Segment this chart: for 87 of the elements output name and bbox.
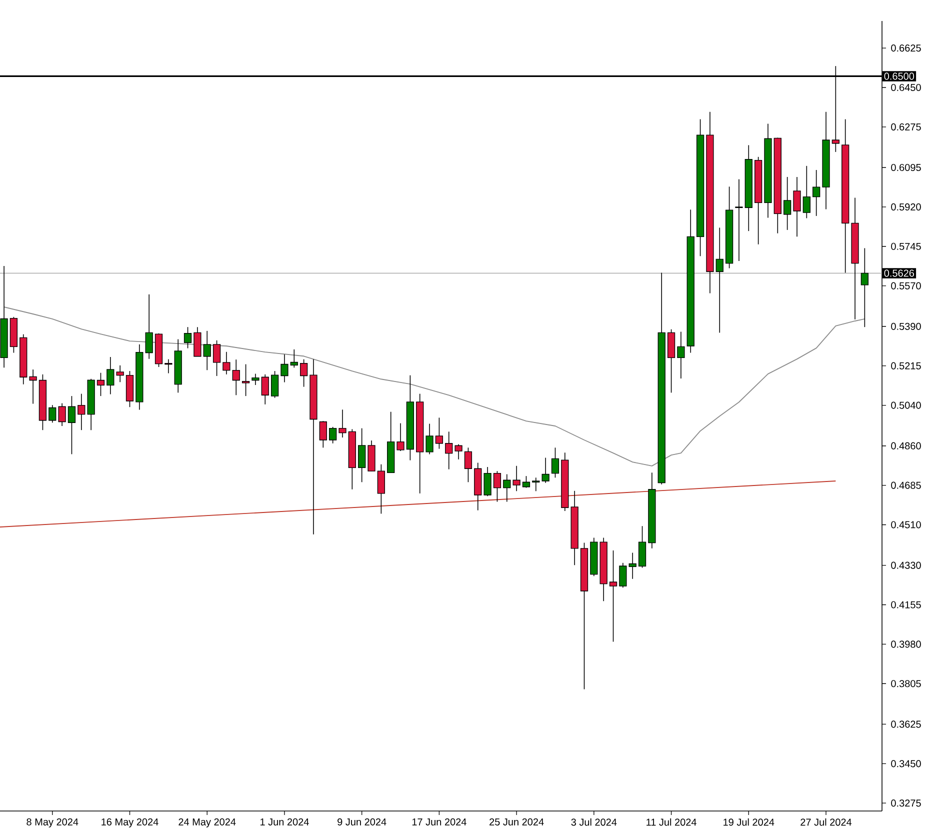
x-tick-label: 8 May 2024 — [26, 818, 78, 828]
candlestick — [164, 358, 172, 374]
candlestick — [426, 423, 434, 455]
y-tick-label: 0.5215 — [891, 362, 921, 370]
y-tick-label: 0.3980 — [891, 640, 921, 648]
x-tick-label: 16 May 2024 — [102, 818, 158, 828]
y-tick-label: 0.4155 — [891, 601, 921, 608]
y-tick-label: 0.5390 — [891, 322, 921, 330]
candlestick — [203, 330, 211, 371]
y-tick-label: 0.3275 — [891, 800, 921, 807]
candlestick — [232, 359, 240, 396]
x-tick-label: 17 Jun 2024 — [412, 818, 466, 826]
candlestick — [358, 428, 366, 483]
candlestick — [212, 340, 221, 376]
x-tick-label: 25 Jun 2024 — [490, 818, 544, 826]
candlestick — [802, 166, 810, 219]
y-tick-label: 0.5040 — [891, 402, 921, 409]
candlestick — [860, 248, 868, 328]
candlestick — [677, 331, 685, 379]
candlestick — [329, 426, 337, 444]
candlestick — [242, 364, 250, 396]
candlestick — [522, 476, 530, 488]
candlestick — [396, 422, 404, 452]
candlestick — [319, 420, 327, 448]
candlestick — [493, 470, 502, 502]
candlestick — [300, 358, 308, 388]
candlestick — [512, 466, 520, 492]
candlestick — [377, 464, 385, 514]
y-tick-label: 0.4860 — [891, 442, 921, 450]
candlestick — [784, 176, 792, 230]
candlestick — [48, 404, 56, 424]
candlestick — [270, 370, 279, 398]
y-tick-label: 0.6275 — [891, 123, 921, 130]
x-tick-label: 24 May 2024 — [178, 818, 236, 828]
x-tick-label: 19 Jul 2024 — [724, 818, 774, 826]
y-tick-label: 0.5570 — [891, 282, 921, 290]
x-tick-label: 27 Jul 2024 — [800, 818, 852, 826]
candlestick — [96, 372, 105, 396]
candlestick — [532, 477, 540, 492]
y-tick-label: 0.3450 — [891, 760, 921, 768]
x-tick-label: 11 Jul 2024 — [646, 818, 696, 826]
x-tick-label: 3 Jul 2024 — [571, 818, 617, 826]
candlestick — [435, 417, 444, 450]
candlestick — [252, 373, 260, 386]
y-tick-label: 0.3625 — [891, 720, 921, 728]
candlestick — [145, 294, 153, 360]
candlestick — [609, 550, 618, 642]
candlestick — [29, 369, 37, 404]
candlestick — [716, 227, 724, 334]
y-tick-label: 0.4330 — [891, 562, 921, 569]
candlestick — [106, 356, 114, 395]
candlestick — [194, 326, 202, 357]
candlestick — [78, 393, 86, 430]
ref-line-label: 0.6500 — [884, 72, 914, 80]
y-tick-label: 0.4685 — [891, 482, 921, 489]
y-tick-label: 0.6095 — [891, 164, 921, 172]
y-tick-label: 0.5745 — [891, 242, 921, 250]
candlestick — [484, 466, 492, 497]
candlestick — [542, 457, 550, 484]
candlestick — [290, 348, 298, 368]
candlestick — [551, 447, 560, 478]
candlestick — [464, 447, 472, 483]
y-tick-label: 0.5920 — [891, 203, 921, 210]
x-tick-label: 9 Jun 2024 — [338, 818, 386, 826]
ref-line-label: 0.5626 — [884, 270, 914, 277]
y-tick-label: 0.6625 — [891, 44, 921, 52]
y-tick-label: 0.6450 — [891, 84, 921, 92]
candlestick — [812, 170, 820, 216]
candlestick — [338, 409, 346, 438]
candlestick — [58, 402, 66, 426]
x-tick-label: 1 Jun 2024 — [260, 818, 309, 826]
y-tick-label: 0.4510 — [891, 521, 921, 528]
candlestick — [184, 326, 192, 349]
candlestick — [503, 474, 511, 502]
candlestick — [619, 562, 627, 588]
candlestick — [793, 176, 801, 238]
candlestick — [454, 444, 462, 460]
candlestick — [445, 431, 453, 470]
candlestick — [628, 552, 636, 580]
y-tick-label: 0.3805 — [891, 680, 921, 688]
candlestick — [735, 178, 743, 262]
candlestick — [116, 364, 124, 382]
candlestick — [280, 354, 288, 383]
candlestick — [222, 351, 230, 375]
line-series — [4, 306, 866, 466]
candlestick — [68, 396, 76, 455]
candlestick — [261, 374, 269, 405]
